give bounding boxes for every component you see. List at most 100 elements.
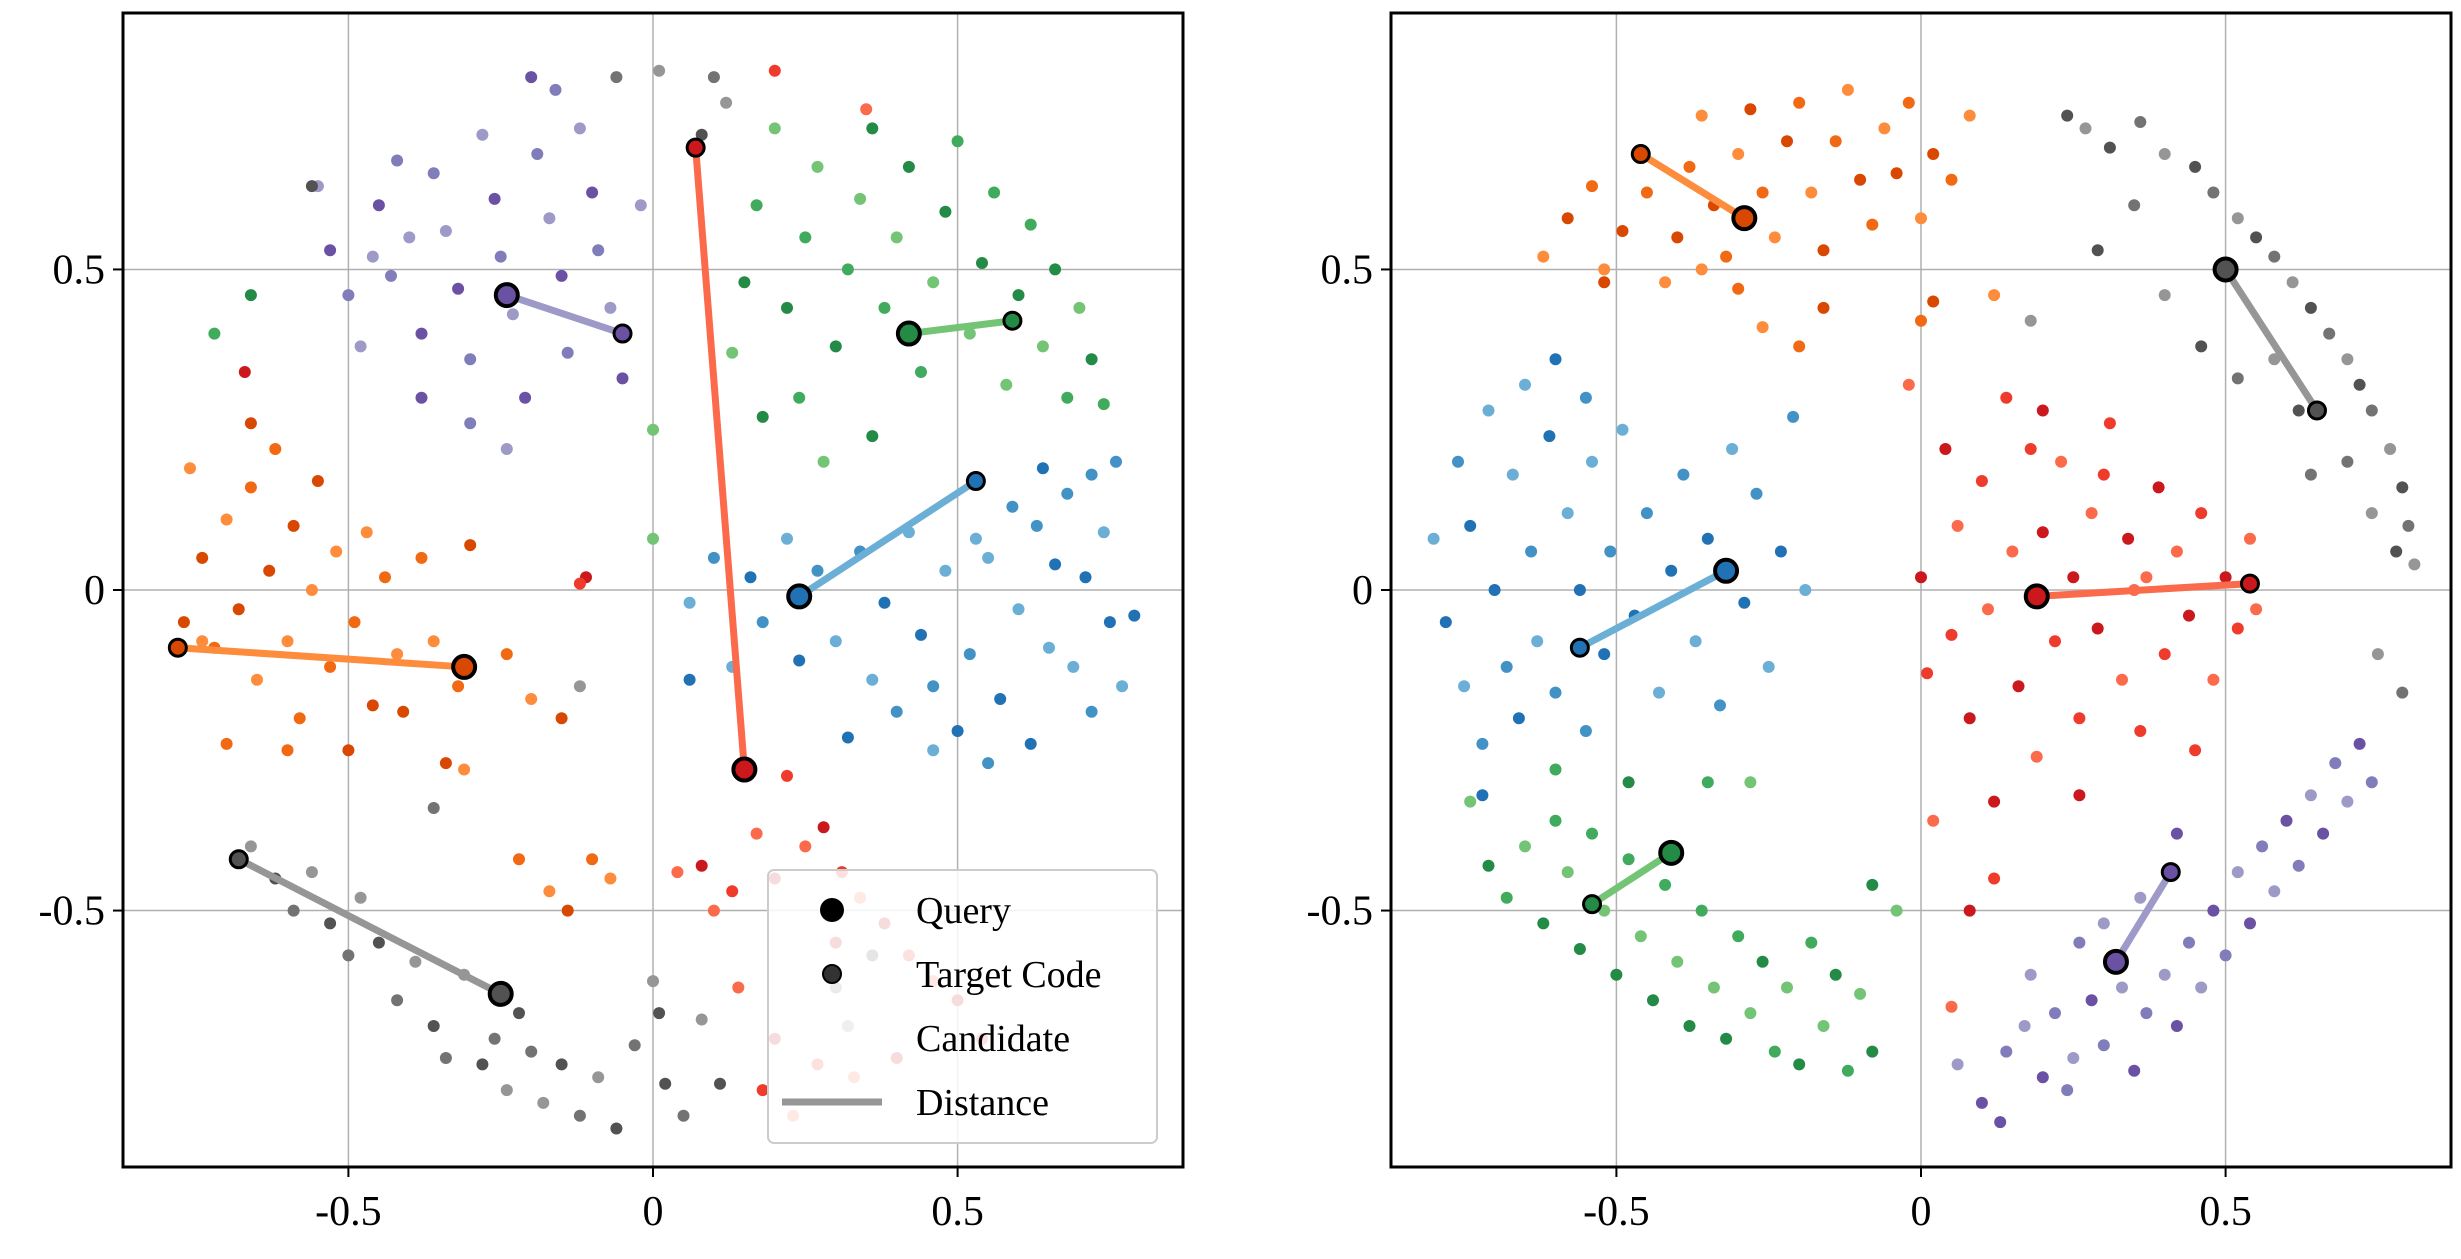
candidate-point-red bbox=[1915, 571, 1927, 584]
candidate-point-red bbox=[1951, 519, 1964, 532]
candidate-point-green bbox=[1561, 866, 1574, 879]
legend-label-3: Distance bbox=[916, 1082, 1049, 1124]
distance-line-blue bbox=[1576, 567, 1730, 652]
candidate-point-red bbox=[1902, 378, 1915, 391]
candidate-point-orange bbox=[1640, 186, 1653, 199]
candidate-point-green bbox=[811, 160, 824, 173]
candidate-point-red bbox=[1945, 1000, 1958, 1013]
candidate-point-orange bbox=[543, 885, 556, 898]
candidate-point-gray bbox=[2158, 148, 2171, 160]
candidate-point-gray bbox=[555, 1058, 568, 1071]
candidate-point-green bbox=[799, 231, 812, 244]
candidate-point-gray bbox=[592, 1071, 605, 1084]
candidate-point-blue bbox=[1061, 487, 1074, 500]
candidate-point-blue bbox=[890, 705, 903, 718]
candidate-point-purple bbox=[2170, 1020, 2183, 1032]
candidate-point-green bbox=[1610, 968, 1623, 981]
candidate-point-green bbox=[647, 532, 659, 545]
candidate-point-red bbox=[1921, 667, 1934, 680]
candidate-point-purple bbox=[439, 225, 452, 237]
distance-line-red bbox=[2033, 580, 2254, 600]
candidate-point-blue bbox=[915, 628, 927, 641]
candidate-point-gray bbox=[2341, 353, 2354, 366]
candidate-point-purple bbox=[2365, 776, 2378, 789]
y-tick-label: 0 bbox=[1352, 568, 1373, 614]
candidate-point-red bbox=[2158, 648, 2171, 661]
candidate-point-orange bbox=[324, 660, 337, 673]
candidate-point-purple bbox=[2128, 1064, 2141, 1077]
candidate-point-gray bbox=[2408, 558, 2421, 571]
candidate-point-orange bbox=[1732, 148, 1745, 160]
query-point-gray bbox=[2212, 256, 2239, 283]
candidate-point-blue bbox=[744, 571, 757, 584]
candidate-point-purple bbox=[464, 417, 477, 430]
candidate-point-blue bbox=[1750, 487, 1763, 500]
candidate-point-gray bbox=[2390, 545, 2403, 558]
candidate-point-orange bbox=[366, 699, 379, 712]
candidate-point-gray bbox=[2323, 327, 2336, 340]
candidate-point-orange bbox=[1945, 173, 1958, 186]
candidate-point-red bbox=[1927, 814, 1940, 827]
candidate-point-red bbox=[781, 769, 793, 782]
candidate-point-blue bbox=[1689, 635, 1702, 648]
candidate-point-green bbox=[1720, 1032, 1733, 1045]
candidate-point-blue bbox=[1085, 705, 1098, 718]
candidate-point-orange bbox=[1890, 167, 1903, 180]
candidate-point-orange bbox=[305, 584, 318, 596]
candidate-point-purple bbox=[586, 186, 599, 199]
candidate-point-green bbox=[951, 135, 964, 148]
candidate-point-red bbox=[2073, 712, 2086, 725]
candidate-point-green bbox=[1049, 263, 1062, 276]
candidate-point-green bbox=[726, 346, 739, 359]
candidate-point-green bbox=[1549, 814, 1562, 827]
candidate-point-red bbox=[2189, 744, 2202, 757]
candidate-point-gray bbox=[2396, 686, 2409, 699]
candidate-point-orange bbox=[1854, 173, 1867, 186]
candidate-point-gray bbox=[439, 1052, 452, 1064]
candidate-point-purple bbox=[2244, 917, 2256, 930]
query-point-red bbox=[2023, 583, 2050, 610]
candidate-point-orange bbox=[439, 757, 452, 770]
candidate-point-blue bbox=[1110, 455, 1122, 468]
candidate-point-gray bbox=[2158, 289, 2171, 302]
candidate-point-purple bbox=[543, 212, 556, 225]
candidate-point-purple bbox=[2280, 814, 2293, 827]
candidate-point-green bbox=[927, 276, 940, 289]
candidate-point-green bbox=[1817, 1020, 1830, 1032]
y-tick-label: 0.5 bbox=[53, 247, 106, 293]
candidate-point-green bbox=[793, 391, 806, 404]
legend-target-marker bbox=[822, 964, 842, 984]
candidate-point-blue bbox=[878, 596, 891, 609]
candidate-point-green bbox=[1854, 987, 1867, 1000]
candidate-point-orange bbox=[244, 417, 257, 430]
candidate-point-gray bbox=[2384, 443, 2397, 455]
candidate-point-blue bbox=[781, 532, 793, 545]
candidate-point-gray bbox=[391, 994, 404, 1007]
candidate-point-blue bbox=[1586, 455, 1598, 468]
candidate-point-red bbox=[1939, 443, 1952, 455]
candidate-point-orange bbox=[561, 904, 574, 917]
candidate-point-red bbox=[695, 859, 708, 872]
candidate-point-orange bbox=[244, 481, 257, 494]
candidate-point-blue bbox=[982, 551, 995, 564]
candidate-point-purple bbox=[2183, 936, 2195, 949]
candidate-point-orange bbox=[391, 648, 404, 661]
candidate-point-gray bbox=[2353, 378, 2366, 391]
candidate-point-green bbox=[817, 455, 830, 468]
x-tick-label: -0.5 bbox=[315, 1189, 382, 1235]
candidate-point-blue bbox=[1726, 443, 1739, 455]
candidate-point-blue bbox=[1543, 430, 1556, 443]
candidate-point-gray bbox=[2365, 507, 2378, 520]
candidate-point-purple bbox=[372, 199, 385, 212]
candidate-point-orange bbox=[1841, 83, 1854, 96]
candidate-point-red bbox=[2134, 725, 2147, 737]
candidate-point-green bbox=[1573, 943, 1586, 955]
distance-line-green bbox=[1588, 849, 1675, 908]
target-point-orange bbox=[1630, 144, 1651, 165]
candidate-point-purple bbox=[2292, 859, 2305, 872]
candidate-point-orange bbox=[604, 872, 617, 885]
candidate-point-gray bbox=[714, 1077, 726, 1090]
query-point-green bbox=[895, 320, 922, 347]
candidate-point-orange bbox=[251, 673, 263, 686]
candidate-point-blue bbox=[1604, 545, 1617, 558]
